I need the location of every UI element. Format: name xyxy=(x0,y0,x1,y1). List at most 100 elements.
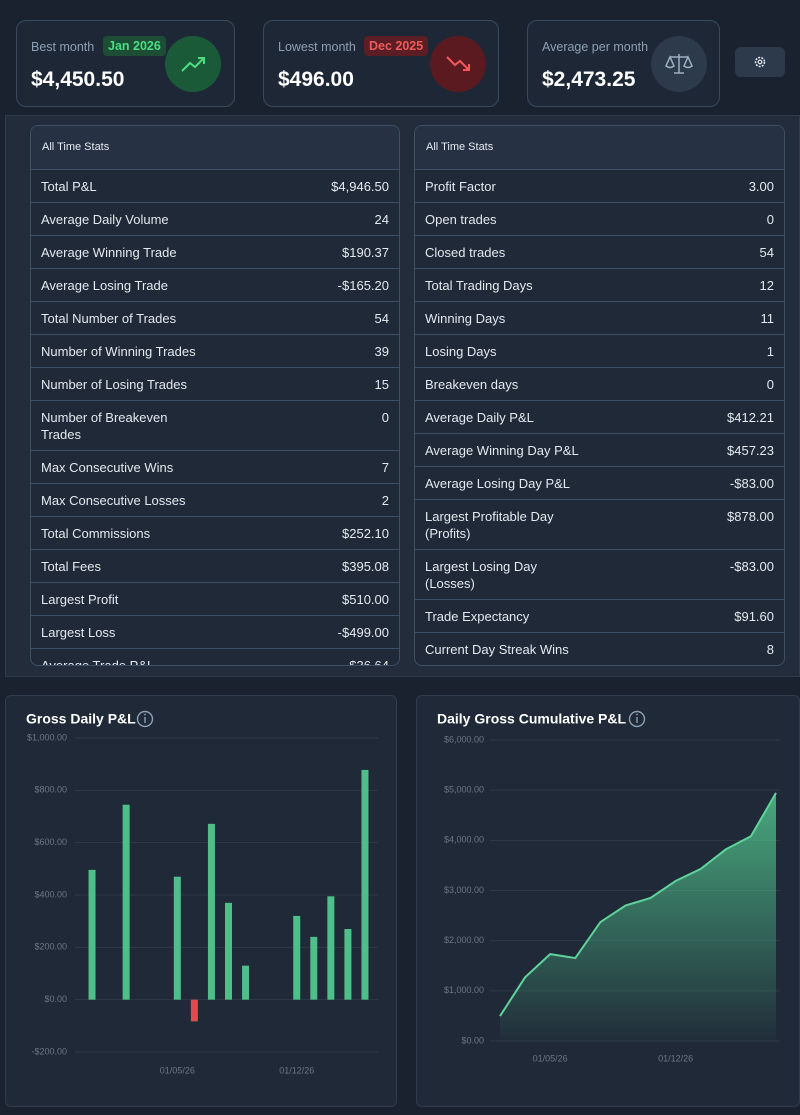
row-label: Number of Breakeven Trades xyxy=(41,410,168,442)
row-label: Profit Factor xyxy=(425,179,496,194)
bar xyxy=(242,965,250,1000)
table-row: Total Trading Days 12 xyxy=(415,269,784,302)
trend-down-icon xyxy=(430,36,486,92)
row-value: $36.64 xyxy=(349,658,389,666)
y-tick-label: $600.00 xyxy=(34,837,67,847)
card-value: $4,450.50 xyxy=(31,68,125,91)
row-label: Largest Losing Day (Losses) xyxy=(425,559,538,591)
row-value: 0 xyxy=(381,410,389,425)
info-icon[interactable] xyxy=(136,710,154,728)
card-label: Best month xyxy=(31,40,95,54)
row-value: 54 xyxy=(759,245,774,260)
y-tick-label: $1,000.00 xyxy=(27,732,67,742)
row-label: Trade Expectancy xyxy=(425,609,530,624)
row-value: 15 xyxy=(374,377,389,392)
y-tick-label: $5,000.00 xyxy=(444,785,484,795)
table-row: Total P&L $4,946.50 xyxy=(31,170,399,203)
row-value: 12 xyxy=(759,278,774,293)
y-tick-label: $1,000.00 xyxy=(444,985,484,995)
row-value: $412.21 xyxy=(727,410,774,425)
table-row: Max Consecutive Wins 7 xyxy=(31,451,399,484)
row-value: -$83.00 xyxy=(729,476,774,491)
row-value: 54 xyxy=(374,311,389,326)
row-value: 0 xyxy=(766,212,774,227)
row-value: 39 xyxy=(374,344,389,359)
table-row: Closed trades 54 xyxy=(415,236,784,269)
row-label: Average Losing Trade xyxy=(41,278,168,293)
y-tick-label: $400.00 xyxy=(34,889,67,899)
row-label: Total Number of Trades xyxy=(41,311,177,326)
card-badge: Jan 2026 xyxy=(103,36,166,56)
stats-table: All Time Stats Profit Factor 3.00 Open tra… xyxy=(414,125,785,666)
bar xyxy=(361,769,369,1000)
bar xyxy=(344,929,352,1000)
row-label: Max Consecutive Wins xyxy=(41,460,174,475)
row-label: Average Daily P&L xyxy=(425,410,534,425)
bar xyxy=(173,876,181,1000)
trend-up-icon xyxy=(165,36,221,92)
row-label: Winning Days xyxy=(425,311,506,326)
row-label: Number of Losing Trades xyxy=(41,377,187,392)
card-label: Lowest month xyxy=(278,40,356,54)
row-label: Average Winning Day P&L xyxy=(425,443,579,458)
info-icon[interactable] xyxy=(628,710,646,728)
row-label: Largest Loss xyxy=(41,625,116,640)
stat-card: Average per month $2,473.25 xyxy=(527,20,720,107)
row-value: $878.00 xyxy=(727,509,774,524)
row-label: Largest Profitable Day (Profits) xyxy=(425,509,554,541)
table-row: Winning Days 11 xyxy=(415,302,784,335)
table-row: Open trades 0 xyxy=(415,203,784,236)
table-row: Average Trade P&L $36.64 xyxy=(31,649,399,666)
row-value: 24 xyxy=(374,212,389,227)
table-row: Max Consecutive Losses 2 xyxy=(31,484,399,517)
area-line xyxy=(499,792,777,1017)
table-row: Largest Profit $510.00 xyxy=(31,583,399,616)
table-row: Total Commissions $252.10 xyxy=(31,517,399,550)
stat-card: Best month Jan 2026 $4,450.50 xyxy=(16,20,235,107)
row-label: Breakeven days xyxy=(425,377,519,392)
row-value: 7 xyxy=(381,460,389,475)
table-header: All Time Stats xyxy=(415,126,784,170)
row-value: 3.00 xyxy=(748,179,774,194)
row-value: 0 xyxy=(766,377,774,392)
table-row: Average Losing Day P&L -$83.00 xyxy=(415,467,784,500)
row-value: -$83.00 xyxy=(729,559,774,574)
row-label: Max Consecutive Losses xyxy=(41,493,186,508)
y-tick-label: $800.00 xyxy=(34,785,67,795)
bar xyxy=(207,823,215,1000)
bar xyxy=(293,915,301,1000)
row-label: Average Trade P&L xyxy=(41,658,155,666)
table-row: Total Fees $395.08 xyxy=(31,550,399,583)
card-value: $496.00 xyxy=(278,68,354,91)
row-value: 8 xyxy=(766,642,774,657)
row-value: $190.37 xyxy=(342,245,389,260)
bar xyxy=(225,902,232,1000)
stat-card: Lowest month Dec 2025 $496.00 xyxy=(263,20,499,107)
row-value: 1 xyxy=(766,344,774,359)
table-row: Trade Expectancy $91.60 xyxy=(415,600,784,633)
settings-button[interactable] xyxy=(735,47,785,77)
chart-title: Daily Gross Cumulative P&L xyxy=(437,711,627,727)
row-value: $4,946.50 xyxy=(331,179,389,194)
y-tick-label: $0.00 xyxy=(44,994,67,1004)
bar xyxy=(310,936,318,1000)
card-badge: Dec 2025 xyxy=(364,36,429,56)
table-row: Largest Loss -$499.00 xyxy=(31,616,399,649)
table-header: All Time Stats xyxy=(31,126,399,170)
bar xyxy=(88,869,96,1000)
table-row: Losing Days 1 xyxy=(415,335,784,368)
row-value: $91.60 xyxy=(734,609,774,624)
bar-chart: Gross Daily P&L -$200.00 $0.00 $200.00 $400… xyxy=(26,710,378,1075)
table-row: Number of Winning Trades 39 xyxy=(31,335,399,368)
table-row: Breakeven days 0 xyxy=(415,368,784,401)
row-label: Losing Days xyxy=(425,344,497,359)
table-row: Profit Factor 3.00 xyxy=(415,170,784,203)
row-value: -$499.00 xyxy=(337,625,389,640)
y-tick-label: $3,000.00 xyxy=(444,885,484,895)
row-value: $510.00 xyxy=(342,592,389,607)
row-label: Average Losing Day P&L xyxy=(425,476,571,491)
row-label: Total Fees xyxy=(41,559,101,574)
row-label: Average Winning Trade xyxy=(41,245,177,260)
row-label: Open trades xyxy=(425,212,497,227)
y-tick-label: $200.00 xyxy=(34,942,67,952)
